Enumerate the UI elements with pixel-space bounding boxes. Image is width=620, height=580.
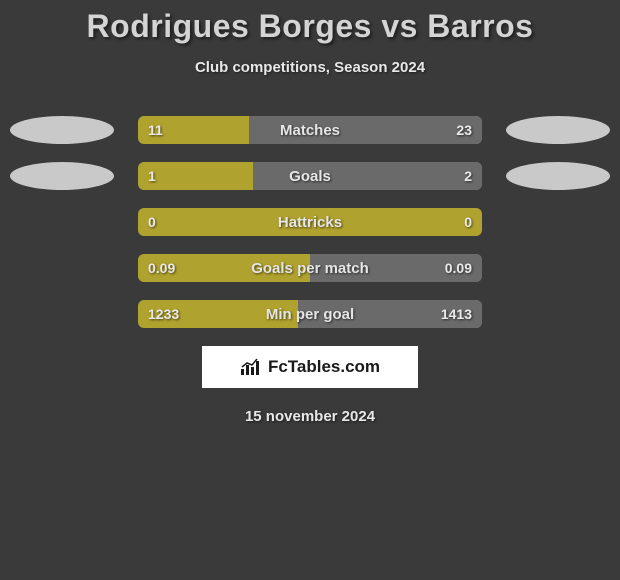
page-title: Rodrigues Borges vs Barros bbox=[0, 0, 620, 45]
stat-bar: 1123Matches bbox=[138, 116, 482, 144]
stat-value-left: 0.09 bbox=[148, 254, 175, 282]
player-right-marker bbox=[506, 116, 610, 144]
stat-row: 0.090.09Goals per match bbox=[0, 254, 620, 282]
stat-value-right: 1413 bbox=[441, 300, 472, 328]
stat-value-left: 1233 bbox=[148, 300, 179, 328]
stat-bar: 12331413Min per goal bbox=[138, 300, 482, 328]
player-left-marker bbox=[10, 116, 114, 144]
stat-value-right: 0 bbox=[464, 208, 472, 236]
brand-box: FcTables.com bbox=[202, 346, 418, 388]
stat-value-right: 23 bbox=[456, 116, 472, 144]
stat-row: 1123Matches bbox=[0, 116, 620, 144]
player-right-marker bbox=[506, 162, 610, 190]
date-label: 15 november 2024 bbox=[0, 408, 620, 425]
brand-text: FcTables.com bbox=[268, 357, 380, 377]
comparison-chart: 1123Matches12Goals00Hattricks0.090.09Goa… bbox=[0, 116, 620, 328]
stat-row: 12Goals bbox=[0, 162, 620, 190]
stat-bar: 12Goals bbox=[138, 162, 482, 190]
page-subtitle: Club competitions, Season 2024 bbox=[0, 59, 620, 76]
stat-row: 00Hattricks bbox=[0, 208, 620, 236]
stat-value-left: 1 bbox=[148, 162, 156, 190]
bar-chart-icon bbox=[240, 357, 262, 377]
stat-value-right: 0.09 bbox=[445, 254, 472, 282]
stat-value-left: 11 bbox=[148, 116, 163, 144]
stat-bar: 0.090.09Goals per match bbox=[138, 254, 482, 282]
stat-row: 12331413Min per goal bbox=[0, 300, 620, 328]
player-left-marker bbox=[10, 162, 114, 190]
stat-value-left: 0 bbox=[148, 208, 156, 236]
stat-value-right: 2 bbox=[464, 162, 472, 190]
stat-bar: 00Hattricks bbox=[138, 208, 482, 236]
